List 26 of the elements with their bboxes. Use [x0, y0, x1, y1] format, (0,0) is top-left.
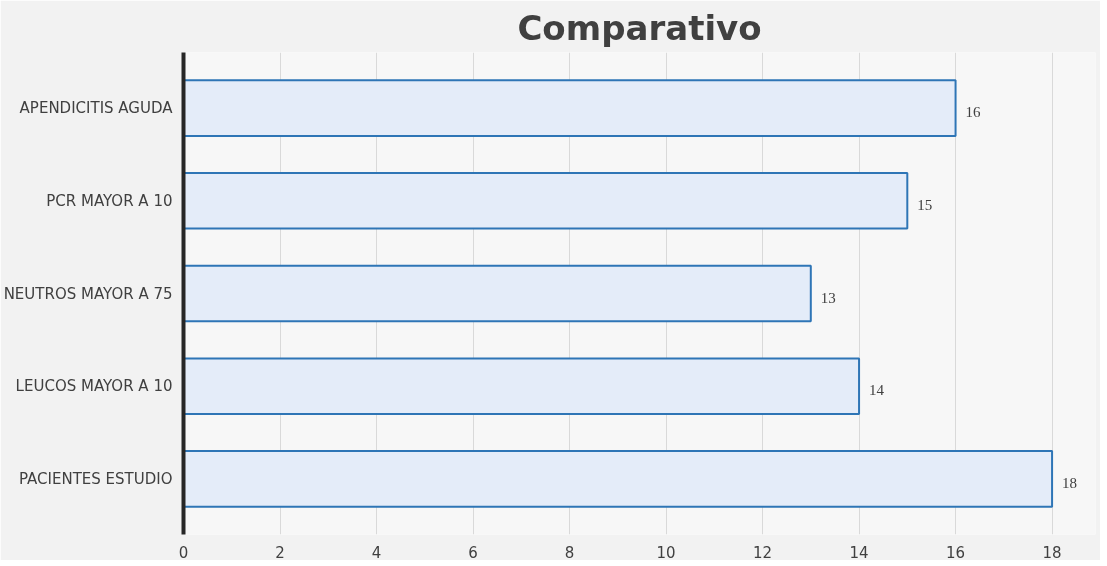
bar [183, 79, 957, 137]
y-tick-label: NEUTROS MAYOR A 75 [3, 284, 173, 303]
x-tick-label: 2 [275, 543, 285, 562]
x-tick-label: 4 [371, 543, 382, 562]
bar [183, 264, 812, 323]
x-tick-label: 8 [564, 543, 575, 562]
y-tick-label: PCR MAYOR A 10 [46, 191, 173, 210]
y-tick-label: LEUCOS MAYOR A 10 [15, 377, 173, 396]
x-tick-label: 14 [849, 543, 869, 562]
y-tick-label: PACIENTES ESTUDIO [18, 469, 173, 488]
bar [183, 172, 909, 230]
chart-title: Comparativo [517, 7, 762, 48]
x-tick-label: 16 [946, 543, 966, 562]
bar [183, 450, 1054, 508]
data-label: 14 [869, 382, 885, 399]
x-tick-label: 12 [753, 543, 773, 562]
x-tick-label: 10 [656, 543, 676, 562]
y-tick-label: APENDICITIS AGUDA [19, 99, 174, 118]
x-tick-label: 18 [1042, 543, 1062, 562]
data-label: 18 [1062, 474, 1078, 491]
data-label: 16 [965, 104, 982, 121]
bar [183, 357, 861, 415]
x-tick-label: 6 [468, 543, 478, 562]
data-label: 15 [917, 196, 933, 213]
x-tick-label: 0 [178, 543, 189, 562]
data-label: 13 [820, 289, 836, 306]
